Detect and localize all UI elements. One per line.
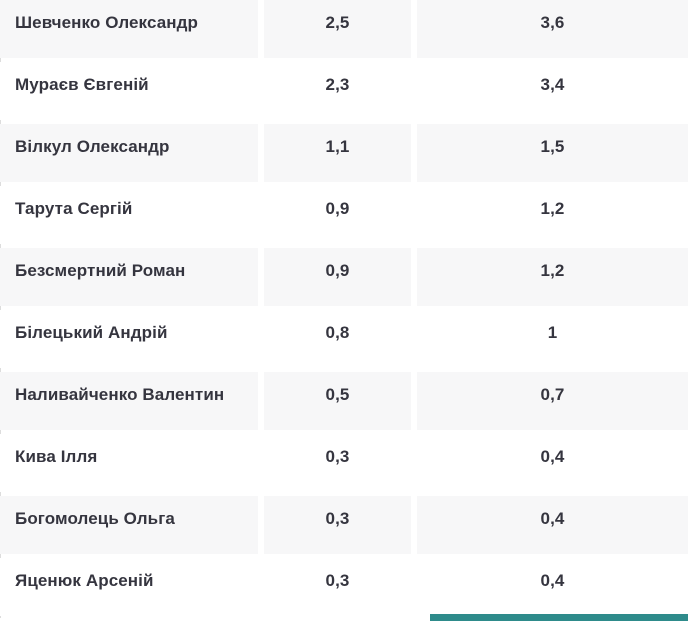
- value-cell-2: 1: [417, 310, 688, 368]
- table-row: Кива Ілля 0,3 0,4: [0, 434, 688, 492]
- value-cell-1: 0,8: [264, 310, 411, 368]
- table-row: Тарута Сергій 0,9 1,2: [0, 186, 688, 244]
- value-cell-2: 1,2: [417, 186, 688, 244]
- table-row: Наливайченко Валентин 0,5 0,7: [0, 372, 688, 430]
- value-cell-2: 0,7: [417, 372, 688, 430]
- candidate-name-cell: Яценюк Арсеній: [0, 558, 258, 616]
- candidate-name-cell: Кива Ілля: [0, 434, 258, 492]
- table-left-border: [0, 0, 1, 618]
- value-cell-2: 0,4: [417, 558, 688, 616]
- table-row: Шевченко Олександр 2,5 3,6: [0, 0, 688, 58]
- candidate-name-cell: Вілкул Олександр: [0, 124, 258, 182]
- candidate-name-cell: Богомолець Ольга: [0, 496, 258, 554]
- table-row: Яценюк Арсеній 0,3 0,4: [0, 558, 688, 616]
- value-cell-2: 0,4: [417, 434, 688, 492]
- value-cell-1: 2,3: [264, 62, 411, 120]
- value-cell-1: 1,1: [264, 124, 411, 182]
- value-cell-2: 1,2: [417, 248, 688, 306]
- candidate-name-cell: Наливайченко Валентин: [0, 372, 258, 430]
- value-cell-1: 0,3: [264, 434, 411, 492]
- table-row: Вілкул Олександр 1,1 1,5: [0, 124, 688, 182]
- candidate-name-cell: Безсмертний Роман: [0, 248, 258, 306]
- table-row: Безсмертний Роман 0,9 1,2: [0, 248, 688, 306]
- value-cell-2: 3,4: [417, 62, 688, 120]
- table-row: Мураєв Євгеній 2,3 3,4: [0, 62, 688, 120]
- candidate-name-cell: Білецький Андрій: [0, 310, 258, 368]
- candidate-name-cell: Мураєв Євгеній: [0, 62, 258, 120]
- candidate-name-cell: Тарута Сергій: [0, 186, 258, 244]
- table-row: Богомолець Ольга 0,3 0,4: [0, 496, 688, 554]
- table-row: Білецький Андрій 0,8 1: [0, 310, 688, 368]
- value-cell-1: 2,5: [264, 0, 411, 58]
- value-cell-1: 0,9: [264, 186, 411, 244]
- value-cell-1: 0,9: [264, 248, 411, 306]
- value-cell-2: 3,6: [417, 0, 688, 58]
- candidate-name-cell: Шевченко Олександр: [0, 0, 258, 58]
- footer-accent-bar: [430, 614, 688, 621]
- value-cell-1: 0,3: [264, 558, 411, 616]
- value-cell-1: 0,3: [264, 496, 411, 554]
- value-cell-2: 1,5: [417, 124, 688, 182]
- value-cell-1: 0,5: [264, 372, 411, 430]
- value-cell-2: 0,4: [417, 496, 688, 554]
